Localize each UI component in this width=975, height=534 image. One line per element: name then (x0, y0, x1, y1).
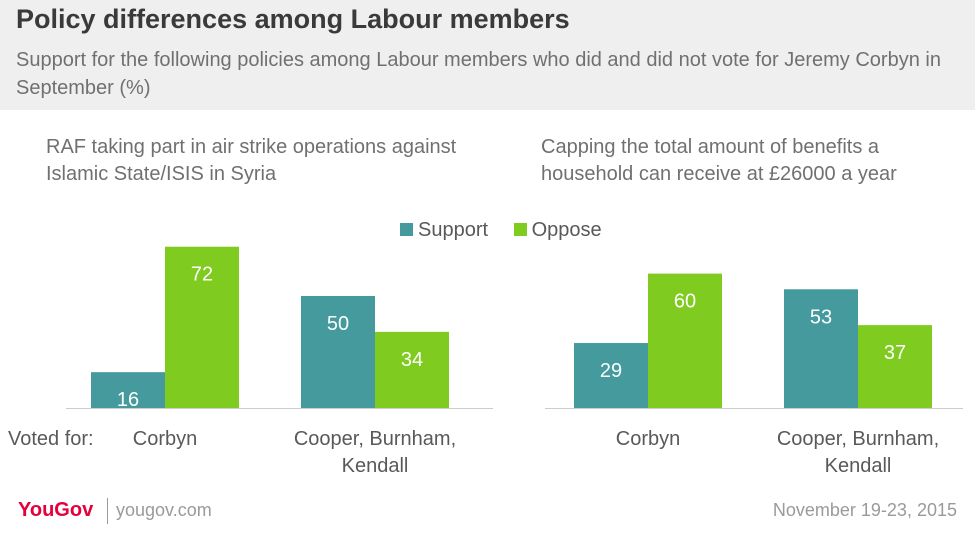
yougov-logo: YouGov (18, 499, 94, 521)
category-label-0-1: Cooper, Burnham, (294, 428, 456, 450)
legend-swatch-oppose (513, 223, 527, 236)
data-label-oppose-1-0: 60 (674, 291, 696, 313)
data-label-oppose-1-1: 37 (884, 342, 906, 364)
footer-divider (107, 498, 108, 524)
bar-oppose-1-0 (648, 273, 722, 408)
bar-support-1-0 (574, 343, 648, 408)
data-label-support-0-0: 16 (117, 389, 139, 411)
bar-oppose-1-1 (858, 325, 932, 408)
category-prefix: Voted for: (8, 428, 94, 450)
data-label-support-0-1: 50 (327, 313, 349, 335)
bar-support-0-1 (301, 296, 375, 408)
bar-support-0-0 (91, 372, 165, 408)
bar-support-1-1 (784, 289, 858, 408)
panel-title-benefit-cap: Capping the total amount of benefits a h… (541, 136, 897, 185)
bar-oppose-0-0 (165, 246, 239, 408)
category-label-1-0: Corbyn (616, 428, 680, 450)
footer-site: yougov.com (116, 500, 212, 520)
data-label-support-1-0: 29 (600, 360, 622, 382)
legend-label-support: Support (418, 219, 489, 241)
legend-item-oppose: Oppose (513, 219, 602, 242)
legend-item-support: Support (400, 219, 488, 242)
category-label-0-0: Corbyn (133, 428, 197, 450)
chart-subtitle: Support for the following policies among… (16, 49, 941, 99)
bar-oppose-0-1 (375, 331, 449, 408)
legend: Support Oppose (400, 219, 622, 245)
legend-label-oppose: Oppose (531, 219, 602, 241)
data-label-oppose-0-1: 34 (401, 349, 423, 371)
header-band: Policy differences among Labour members … (0, 0, 975, 110)
panel-title-airstrikes: RAF taking part in air strike operations… (46, 136, 457, 185)
category-label-1-1: Kendall (825, 455, 892, 477)
data-label-oppose-0-0: 72 (191, 264, 213, 286)
legend-swatch-support (400, 223, 413, 236)
category-label-0-1: Kendall (342, 455, 409, 477)
data-label-support-1-1: 53 (810, 306, 832, 328)
category-label-1-1: Cooper, Burnham, (777, 428, 939, 450)
chart-title: Policy differences among Labour members (16, 4, 570, 34)
footer-date: November 19-23, 2015 (772, 500, 957, 520)
